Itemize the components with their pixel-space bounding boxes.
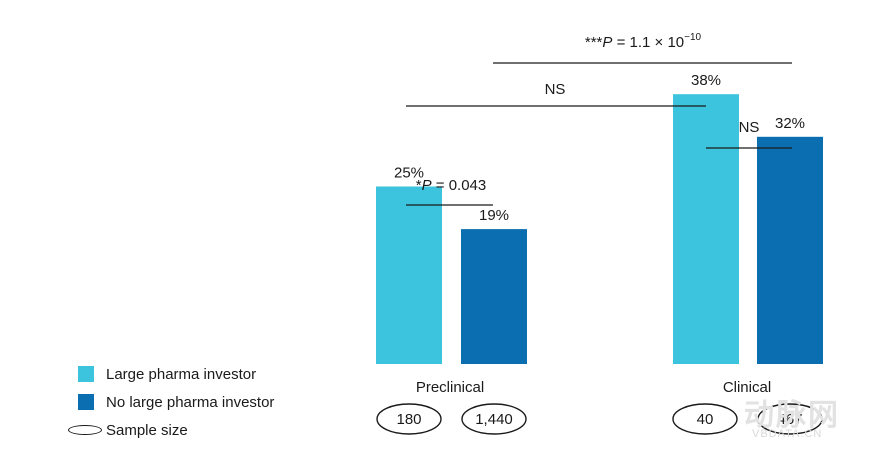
large-pharma-ns-label: NS xyxy=(545,81,566,98)
legend-item-large-pharma: Large pharma investor xyxy=(68,360,274,388)
svg-text:1,440: 1,440 xyxy=(475,411,513,428)
legend-item-no-large-pharma: No large pharma investor xyxy=(68,388,274,416)
sample-size-preclinical-no-large: 1,440 xyxy=(461,403,527,435)
legend-swatch-no-large-pharma xyxy=(78,394,94,410)
bar-preclinical-no-large xyxy=(461,229,527,364)
svg-text:467: 467 xyxy=(777,411,802,428)
sample-size-clinical-no-large: 467 xyxy=(757,403,823,435)
svg-text:40: 40 xyxy=(697,411,714,428)
legend-label-large-pharma: Large pharma investor xyxy=(106,365,257,383)
value-label-preclinical-large: 25% xyxy=(394,165,424,182)
legend-item-sample-size: Sample size xyxy=(68,416,274,444)
legend-label-sample-size: Sample size xyxy=(106,421,188,439)
legend-swatch-large-pharma xyxy=(78,366,94,382)
no-large-pharma-p-label: ***P = 1.1 × 10−10 xyxy=(585,32,702,51)
bar-preclinical-large xyxy=(376,186,442,364)
sample-size-oval-icon xyxy=(68,425,102,435)
category-label-preclinical: Preclinical xyxy=(416,379,484,396)
pre-significance-label: *P = 0.043 xyxy=(416,177,487,194)
value-label-clinical-no-large: 32% xyxy=(775,115,805,132)
clinical-ns-label: NS xyxy=(739,119,760,136)
value-labels-layer: 25% 38% 19% 32% xyxy=(394,72,805,224)
bar-clinical-large xyxy=(673,94,739,364)
sample-size-preclinical-large: 180 xyxy=(376,403,442,435)
bar-clinical-no-large xyxy=(757,136,823,364)
value-label-clinical-large: 38% xyxy=(691,72,721,89)
bars-layer xyxy=(376,94,823,364)
watermark-logo: 动脉网 xyxy=(744,399,840,432)
watermark-text: VBDATA.CN xyxy=(752,428,823,440)
legend: Large pharma investor No large pharma in… xyxy=(68,360,274,444)
sample-size-clinical-large: 40 xyxy=(672,403,738,435)
category-label-clinical: Clinical xyxy=(723,379,771,396)
value-label-preclinical-no-large: 19% xyxy=(479,207,509,224)
legend-label-no-large-pharma: No large pharma investor xyxy=(106,393,275,411)
svg-text:180: 180 xyxy=(396,411,421,428)
